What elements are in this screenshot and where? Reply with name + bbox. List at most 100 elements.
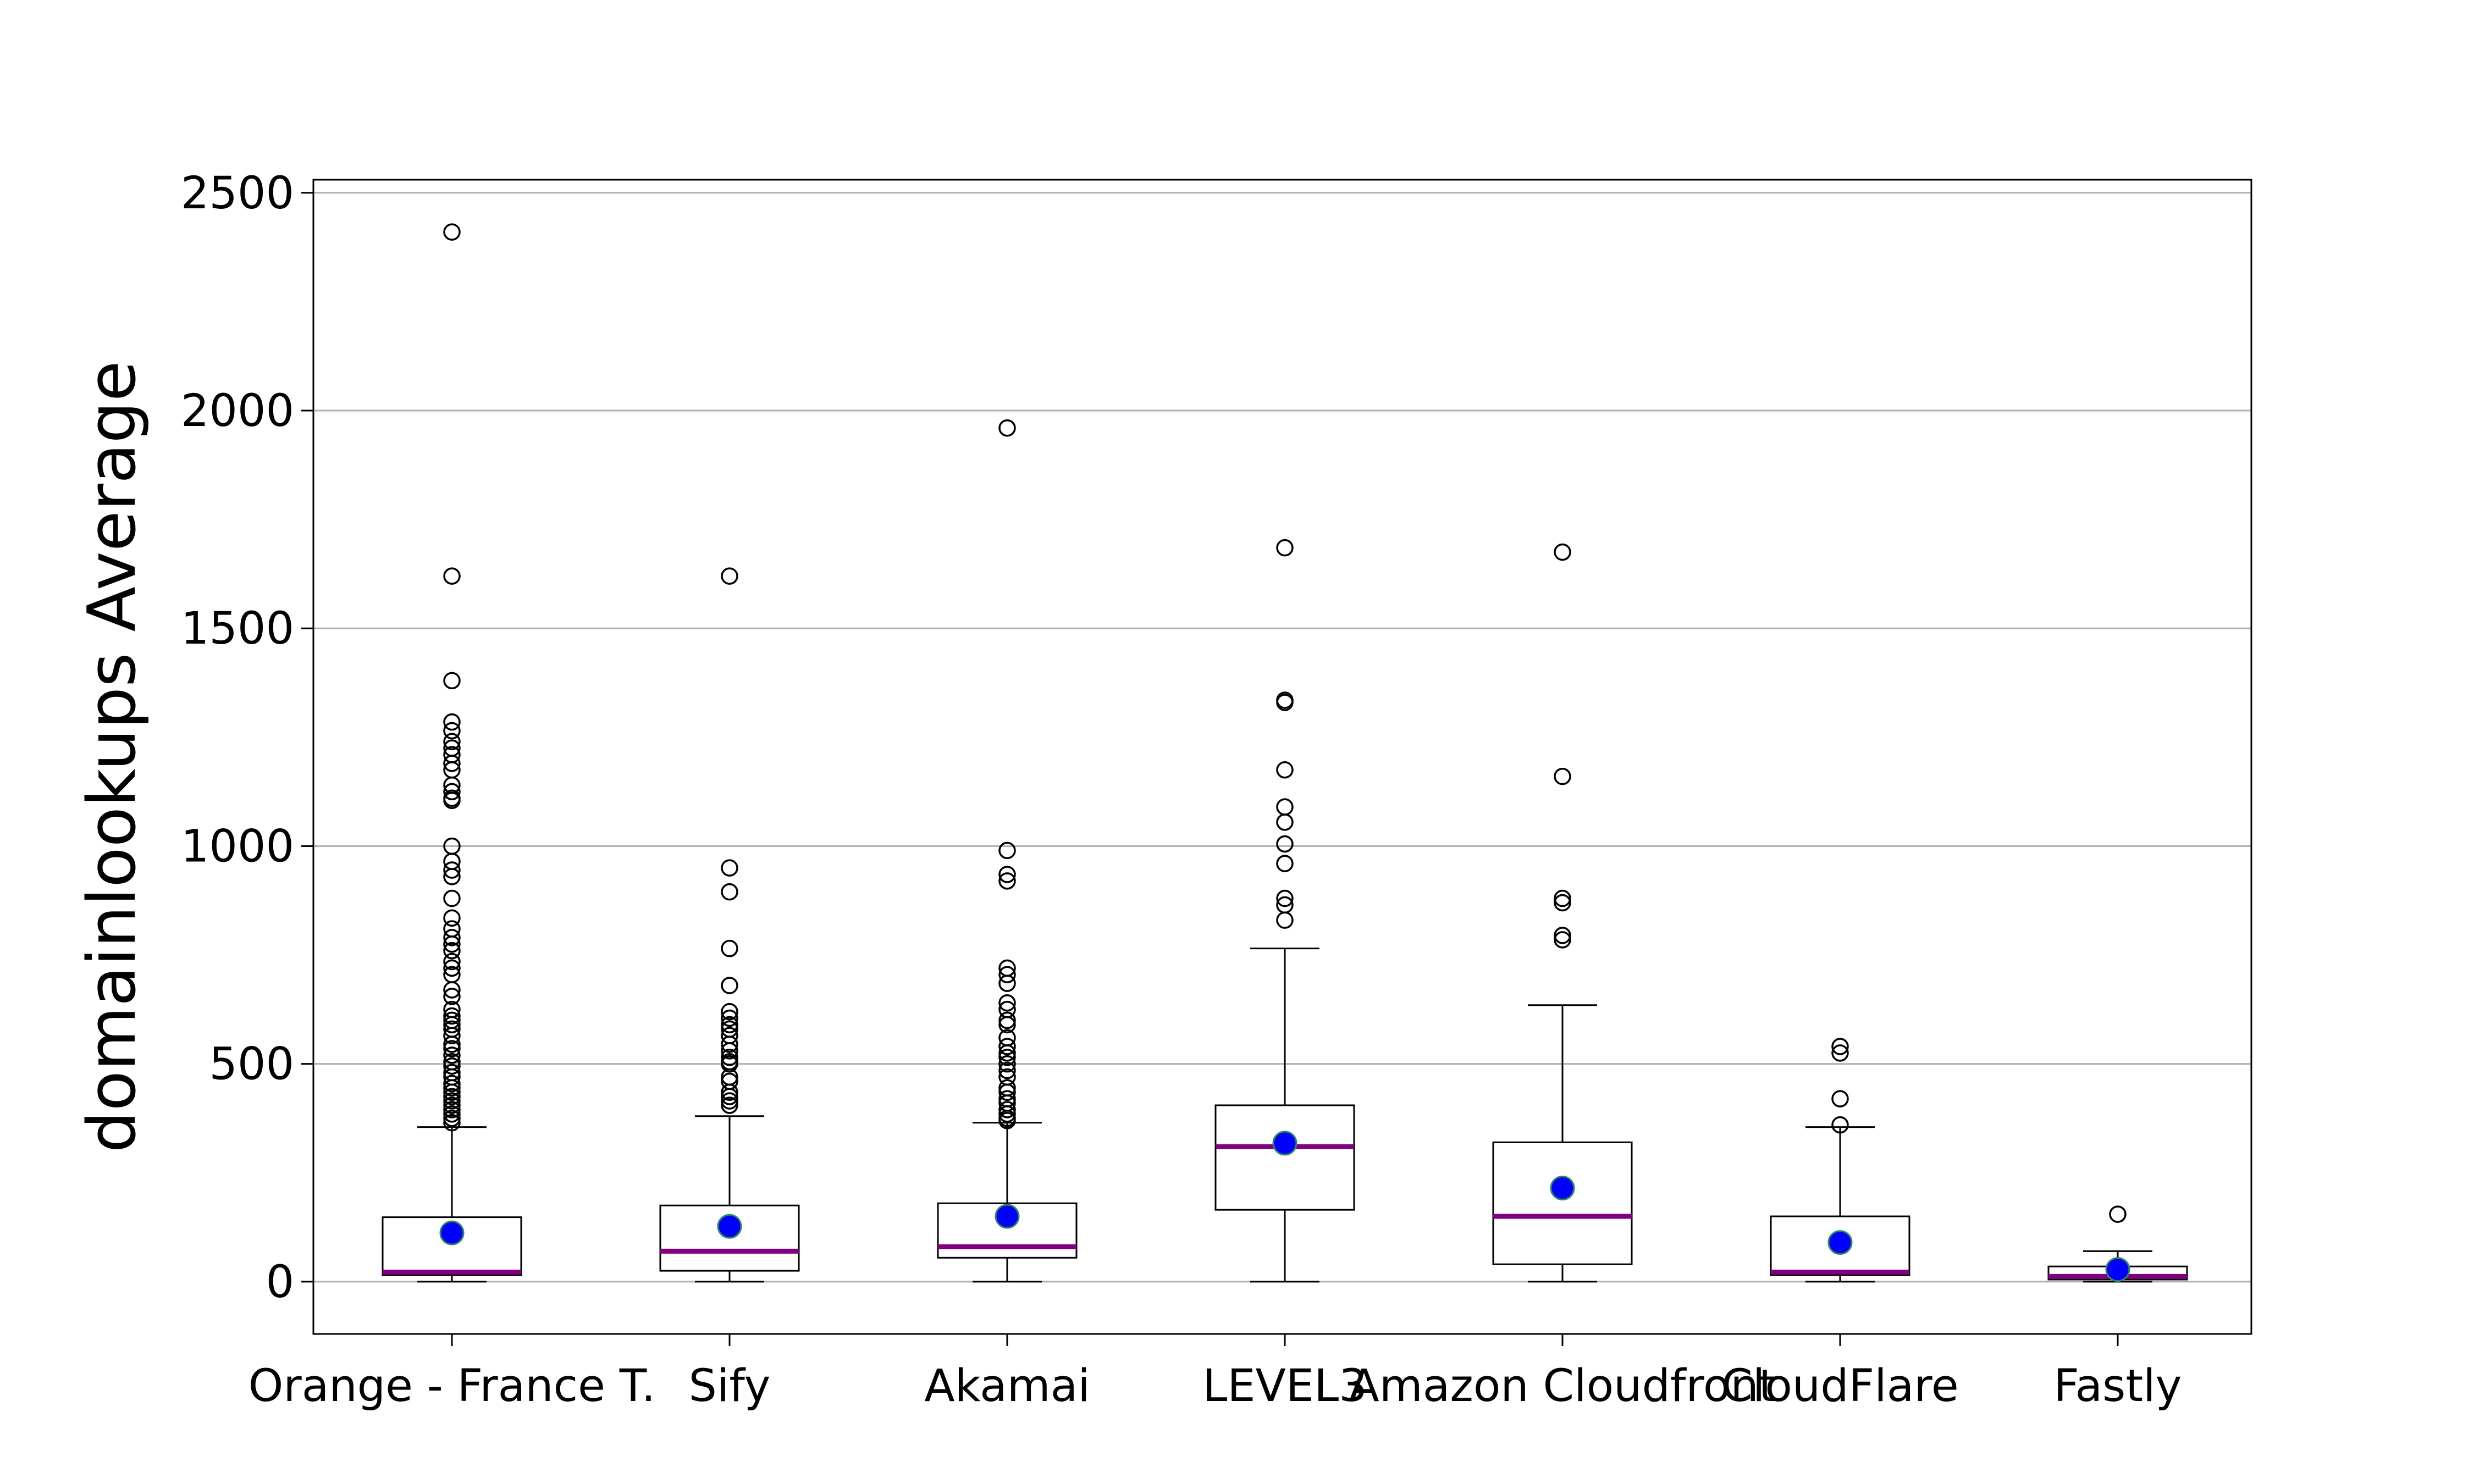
outlier-point [443, 1101, 461, 1118]
y-tick-label: 500 [209, 1039, 294, 1090]
outlier-point [998, 1044, 1016, 1062]
outlier-point [443, 1057, 461, 1075]
outlier-point [443, 868, 461, 885]
mean-marker [995, 1204, 1020, 1229]
outlier-point [443, 920, 461, 938]
outlier-point [443, 1105, 461, 1123]
y-tick-label: 2000 [181, 385, 294, 437]
iqr-box [937, 1202, 1078, 1259]
x-tick-label: CloudFlare [1721, 1360, 1958, 1412]
outlier-point [1276, 761, 1294, 779]
outlier-point [443, 1036, 461, 1053]
outlier-point [721, 1042, 738, 1060]
outlier-point [998, 1038, 1016, 1055]
outlier-point [721, 1055, 738, 1073]
outlier-point [721, 1016, 738, 1034]
outlier-point [443, 1083, 461, 1101]
outlier-point [998, 1105, 1016, 1123]
outlier-point [443, 1007, 461, 1025]
box-group [1770, 1038, 1910, 1283]
outlier-point [721, 883, 738, 901]
outlier-point [1276, 889, 1294, 907]
outlier-point [1276, 694, 1294, 711]
iqr-box [382, 1216, 522, 1276]
outlier-point [443, 755, 461, 772]
outlier-point [998, 1011, 1016, 1029]
outlier-point [998, 1049, 1016, 1066]
x-tick-label: Sify [689, 1360, 771, 1412]
outlier-point [998, 866, 1016, 883]
outlier-point [443, 783, 461, 801]
outlier-point [443, 988, 461, 1005]
grid-lines [313, 192, 2251, 1283]
outlier-point [721, 1036, 738, 1053]
outlier-point [1554, 931, 1571, 949]
outlier-point [998, 1055, 1016, 1073]
x-tick-label: LEVEL3 [1202, 1360, 1367, 1412]
outlier-point [1554, 927, 1571, 944]
outlier-point [443, 722, 461, 740]
outlier-point [1554, 894, 1571, 912]
outlier-point [443, 1027, 461, 1044]
outlier-point [443, 223, 461, 241]
mean-marker [1827, 1230, 1853, 1255]
outlier-point [443, 852, 461, 870]
outlier-point [721, 939, 738, 957]
iqr-box [1214, 1104, 1355, 1211]
outlier-point [998, 966, 1016, 983]
outlier-point [721, 1049, 738, 1066]
outlier-point [1554, 889, 1571, 907]
outlier-point [1276, 911, 1294, 929]
outlier-point [998, 974, 1016, 992]
mean-marker [2105, 1257, 2130, 1282]
outlier-point [443, 1016, 461, 1034]
mean-marker [1272, 1131, 1297, 1156]
outlier-point [998, 1101, 1016, 1118]
outlier-point [443, 935, 461, 953]
outlier-point [721, 1009, 738, 1027]
outlier-point [443, 1088, 461, 1105]
outlier-point [443, 1079, 461, 1097]
outlier-point [998, 1083, 1016, 1101]
box-group [1214, 539, 1355, 1283]
outlier-point [721, 859, 738, 877]
outlier-point [443, 959, 461, 977]
x-tick-label: Fastly [2053, 1360, 2182, 1412]
outlier-point [443, 1046, 461, 1064]
boxes-layer [382, 223, 2188, 1283]
y-tick-label: 0 [266, 1256, 294, 1308]
outlier-point [1831, 1090, 1849, 1108]
outlier-point [998, 419, 1016, 437]
outlier-point [443, 1040, 461, 1057]
outlier-point [443, 909, 461, 927]
outlier-point [1276, 813, 1294, 831]
y-tick-label: 1000 [181, 821, 294, 872]
outlier-point [721, 1097, 738, 1114]
outlier-point [443, 672, 461, 690]
y-tick-label: 2500 [181, 168, 294, 219]
y-axis-title: domainlookups Average [74, 361, 151, 1153]
outlier-point [998, 841, 1016, 860]
x-axis-ticks: Orange - France T. Sify Akamai LEVEL3Amazon… [248, 1334, 2182, 1412]
x-tick-label: Orange - France T. [248, 1360, 656, 1412]
outlier-point [443, 1109, 461, 1127]
outlier-point [998, 994, 1016, 1012]
outlier-point [721, 1088, 738, 1105]
iqr-box [1770, 1215, 1910, 1276]
outlier-point [721, 1092, 738, 1110]
outlier-point [443, 1075, 461, 1093]
outlier-point [443, 791, 461, 809]
outlier-point [721, 567, 738, 585]
outlier-point [443, 1114, 461, 1132]
outlier-point [1276, 798, 1294, 816]
outlier-point [443, 733, 461, 751]
mean-marker [1550, 1176, 1575, 1201]
outlier-point [1276, 835, 1294, 853]
box-group [937, 419, 1078, 1283]
outlier-point [443, 953, 461, 971]
outlier-point [443, 929, 461, 946]
box-group [659, 567, 800, 1283]
outlier-point [1831, 1044, 1849, 1062]
mean-marker [439, 1220, 465, 1245]
